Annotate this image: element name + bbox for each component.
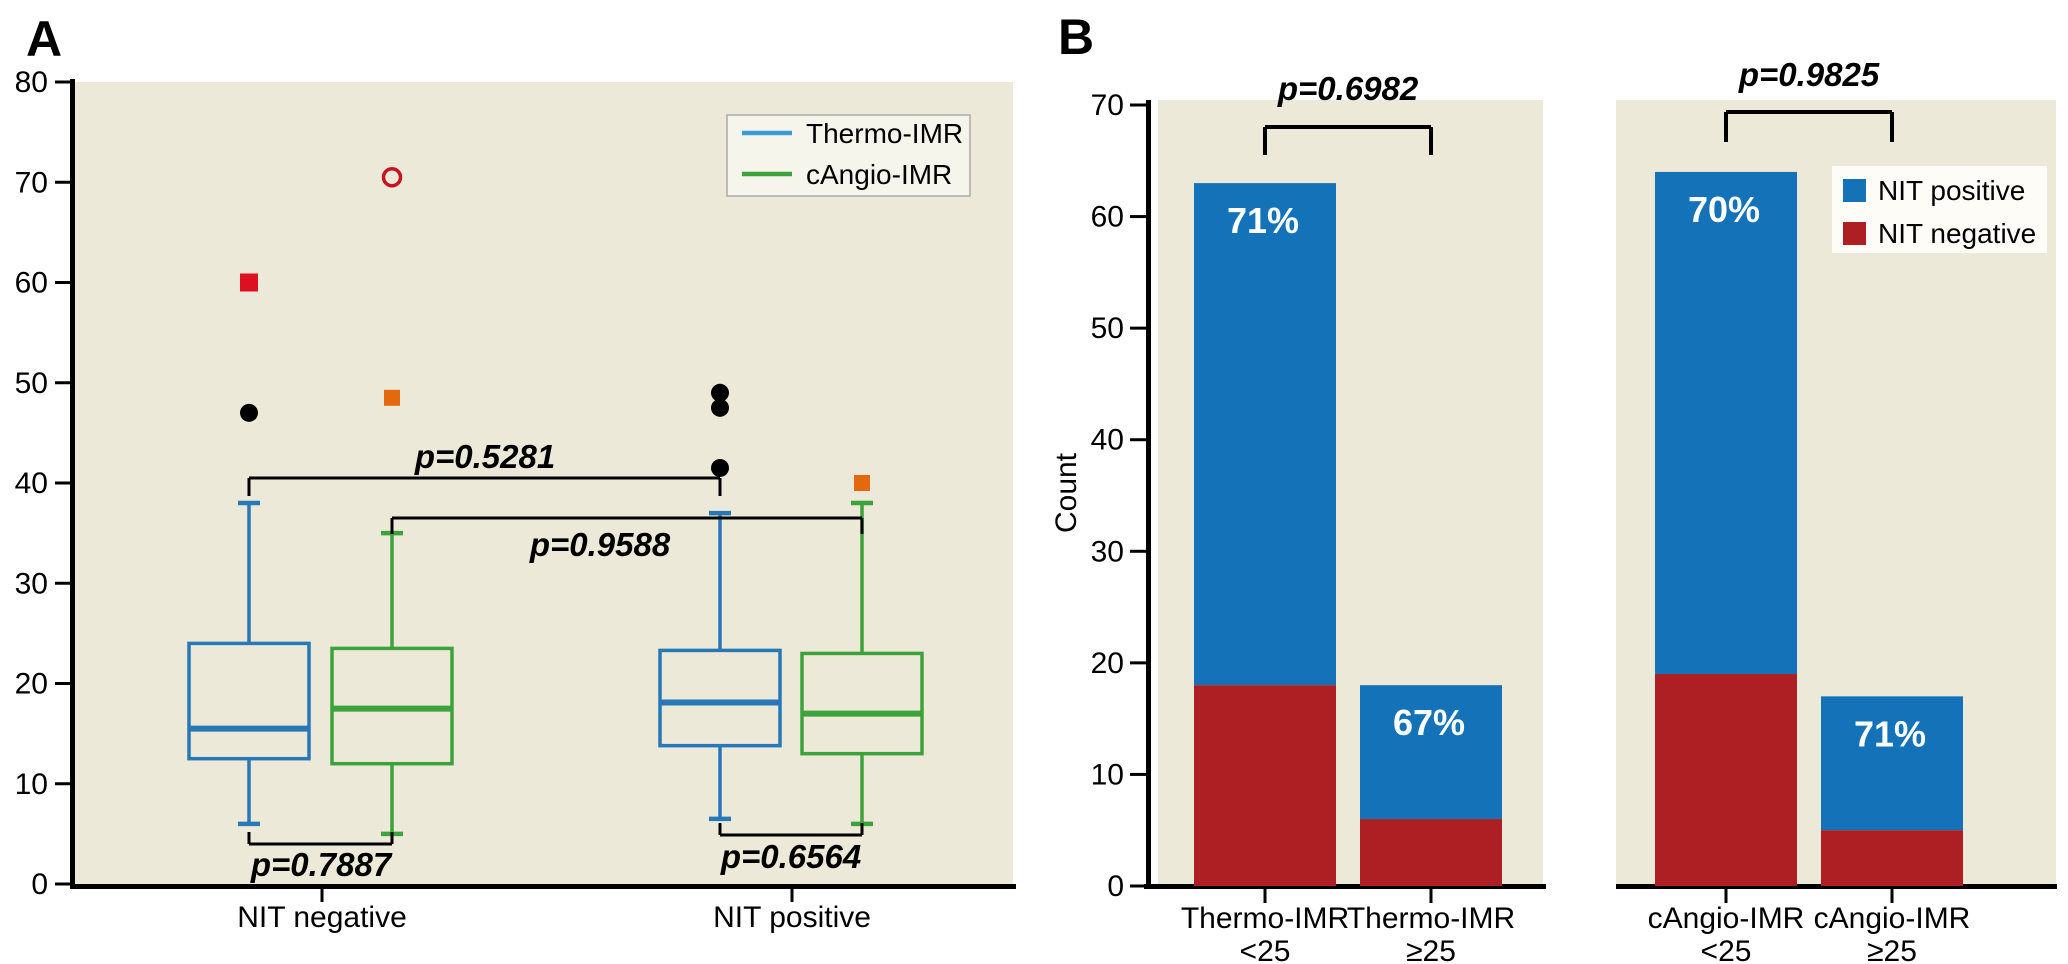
iqr-box [658,648,782,748]
boxplot-thermoimr-nit-positive [658,383,782,822]
percent-label: 71% [1227,200,1299,241]
legend-box [726,114,971,197]
p-value-label: p=0.9588 [529,526,671,563]
panel-a-y-tick-label: 70 [15,166,48,199]
outlier-orange-square [384,389,400,406]
legend-box [1832,166,2047,253]
bar-category-label: Thermo-IMR [1347,902,1515,935]
panel-a-y-tick-label: 40 [15,467,48,500]
stacked-bar-thermoimr-lt25: 71% [1194,183,1336,886]
panel-b-label: B [1058,9,1094,65]
p-value-label: p=0.7887 [250,846,393,883]
panel-b-y-axis-title: Count [1050,452,1083,533]
panel-a-group-label: NIT negative [237,901,407,934]
comparison-bracket: p=0.9588 [390,516,864,563]
percent-label: 71% [1854,713,1926,754]
iqr-box [800,651,924,756]
outlier-red-open-circle [381,166,403,188]
segment-nit-negative [1821,830,1963,886]
segment-nit-positive [1360,685,1502,820]
comparison-bracket: p=0.6564 [718,823,864,875]
panel-b-y-tick-label: 0 [1107,870,1124,903]
outlier-black-dot [711,458,729,477]
panel-a-legend: Thermo-IMR cAngio-IMR [726,114,971,197]
bar-category-label: cAngio-IMR [1648,902,1805,935]
stacked-bar-thermoimr-ge25: 67% [1360,685,1502,886]
segment-nit-negative [1194,685,1336,886]
panel-b-y-tick-label: 50 [1091,312,1124,345]
panel-a-y-axis [70,79,75,889]
panel-b-y-tick-label: 40 [1091,424,1124,457]
segment-nit-positive [1655,171,1797,675]
bar-category-label-line2: <25 [1701,935,1752,964]
panel-a-y-tick-label: 20 [15,668,48,701]
bar-category-label-line2: ≥25 [1867,935,1917,964]
p-value-label: p=0.5281 [414,438,555,475]
panel-a-label: A [26,11,62,67]
bar-category-label: Thermo-IMR [1181,902,1349,935]
comparison-bracket: p=0.9825 [1724,56,1894,142]
stacked-bar-cangioimr-lt25: 70% [1655,171,1797,886]
panel-a-y-tick-label: 80 [15,66,48,99]
legend-item-label: cAngio-IMR [806,159,952,190]
panel-b-y-tick-label: 60 [1091,201,1124,234]
panel-a-y-tick-label: 10 [15,768,48,801]
panel-a-x-axis [70,884,1016,889]
outlier-black-dot [711,398,729,417]
panel-a-y-tick-label: 60 [15,267,48,300]
boxplot-thermoimr-nit-negative [187,273,311,827]
percent-label: 67% [1393,702,1465,743]
bar-category-label-line2: ≥25 [1406,935,1456,964]
legend-item-label: NIT negative [1878,218,2036,249]
panel-a-y-tick-label: 30 [15,567,48,600]
legend-item-label: Thermo-IMR [806,118,963,149]
p-value-label: p=0.9825 [1738,56,1880,93]
panel-b-right-x-axis [1616,884,2057,889]
legend-swatch [1843,179,1866,202]
boxplot-cangioimr-nit-negative [330,166,454,837]
panel-a-boxplot: 0 10 20 30 40 50 60 70 80 NIT negative NIT positiv… [15,66,1016,934]
segment-nit-negative [1360,819,1502,886]
panel-b-legend: NIT positive NIT negative [1832,166,2047,253]
bar-category-label: cAngio-IMR [1814,902,1971,935]
p-value-label: p=0.6982 [1277,70,1419,107]
outlier-orange-square [854,475,870,491]
panel-b-y-axis [1146,100,1151,889]
legend-item-label: NIT positive [1878,175,2025,206]
panel-b-y-tick-label: 30 [1091,535,1124,568]
segment-nit-positive [1194,183,1336,686]
panel-b-left-x-axis [1144,884,1546,889]
outlier-black-dot [240,403,258,422]
comparison-bracket: p=0.7887 [247,832,394,883]
segment-nit-negative [1655,674,1797,886]
outlier-red-square [240,273,258,292]
panel-b-y-tick-label: 20 [1091,647,1124,680]
p-value-label: p=0.6564 [720,838,861,875]
panel-b-y-tick-label: 10 [1091,758,1124,791]
panel-b-y-tick-label: 70 [1091,89,1124,122]
panel-b-stacked-bars: 010203040506070Count71%Thermo-IMR<2567%T… [1050,56,2057,964]
legend-swatch [1843,222,1866,245]
iqr-box [187,641,311,761]
panel-a-group-label: NIT positive [713,901,871,934]
comparison-bracket: p=0.5281 [247,438,722,496]
percent-label: 70% [1688,189,1760,230]
panel-a-plot-area [75,82,1013,884]
panel-a-y-tick-label: 50 [15,367,48,400]
panel-a-y-tick-label: 0 [31,868,48,901]
comparison-bracket: p=0.6982 [1263,70,1433,155]
outlier-black-dot [711,383,729,402]
stacked-bar-cangioimr-ge25: 71% [1821,696,1963,886]
segment-nit-positive [1821,696,1963,831]
bar-category-label-line2: <25 [1240,935,1291,964]
